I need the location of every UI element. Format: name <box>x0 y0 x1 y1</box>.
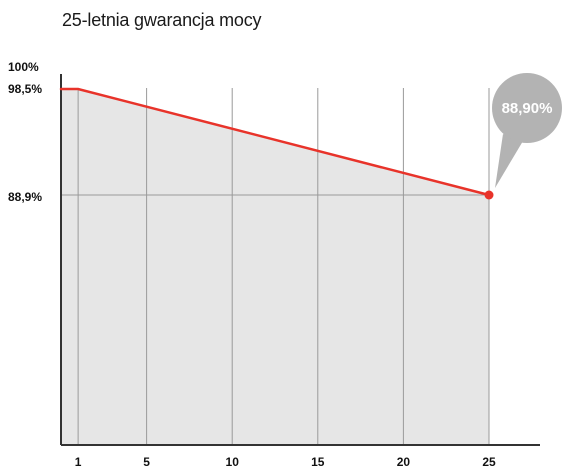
area-fill <box>61 89 489 445</box>
callout-label: 88,90% <box>502 100 553 117</box>
y-tick-label: 88,9% <box>8 190 42 204</box>
x-tick-label: 1 <box>75 455 82 469</box>
callout-bubble <box>492 73 562 143</box>
y-tick-label: 100% <box>8 60 39 74</box>
series-line <box>59 87 491 197</box>
x-tick-label: 10 <box>226 455 240 469</box>
callout-tail <box>495 134 523 188</box>
x-tick-label: 25 <box>482 455 496 469</box>
data-point <box>484 190 494 200</box>
x-tick-label: 20 <box>397 455 411 469</box>
x-tick-label: 15 <box>311 455 325 469</box>
x-tick-label: 5 <box>143 455 150 469</box>
chart-title: 25-letnia gwarancja mocy <box>62 10 262 30</box>
y-tick-label: 98,5% <box>8 82 42 96</box>
